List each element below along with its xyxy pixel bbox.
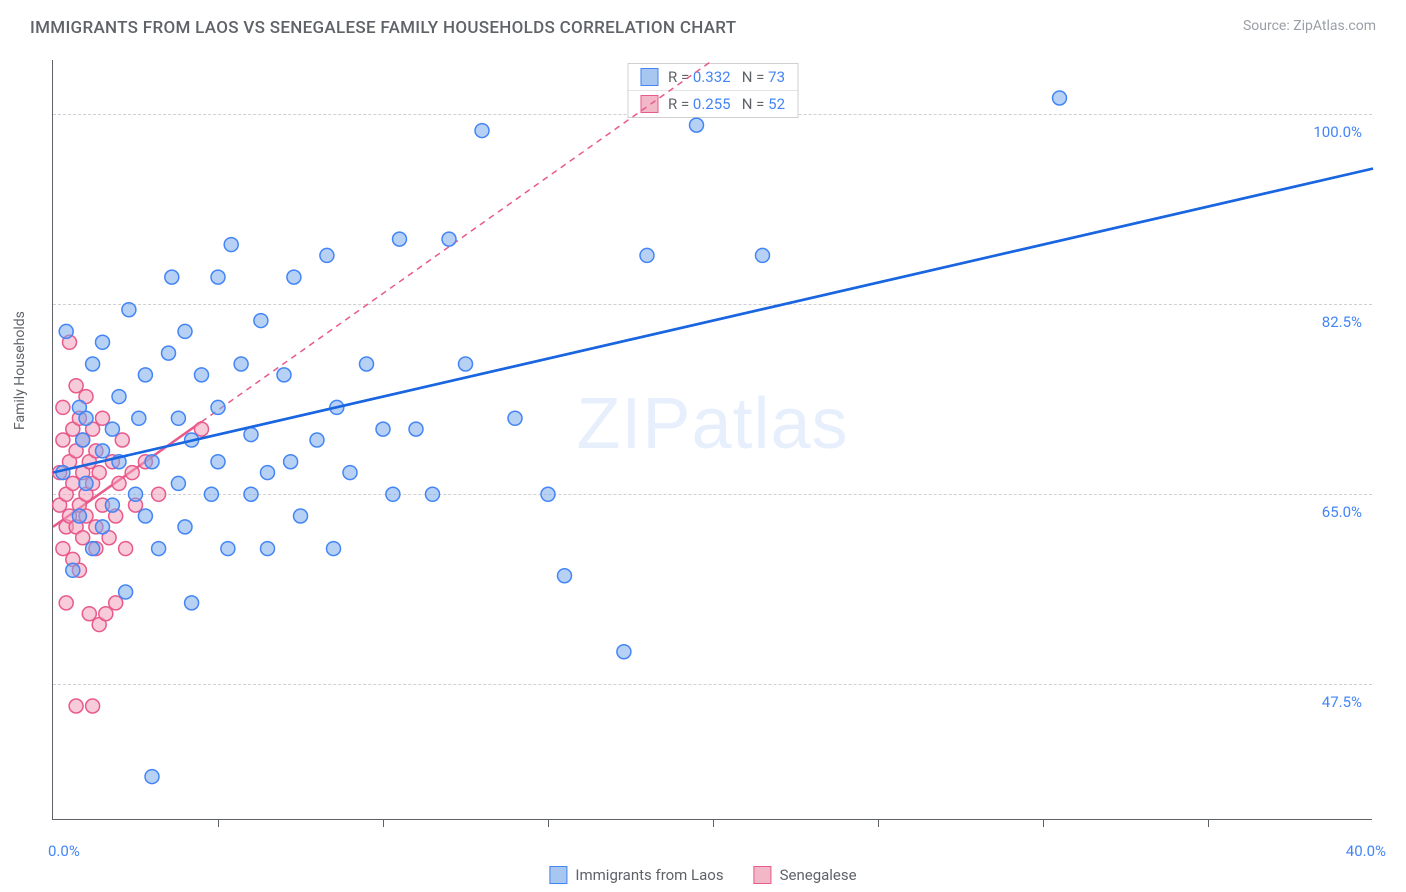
x-tick-mark bbox=[713, 819, 714, 827]
chart-title: IMMIGRANTS FROM LAOS VS SENEGALESE FAMIL… bbox=[30, 18, 736, 38]
chart-container: IMMIGRANTS FROM LAOS VS SENEGALESE FAMIL… bbox=[0, 0, 1406, 892]
x-tick-mark bbox=[548, 819, 549, 827]
chart-plot-area: ZIPatlas 47.5%65.0%82.5%100.0% R = 0.332… bbox=[52, 60, 1372, 820]
legend-label: Senegalese bbox=[780, 866, 857, 884]
x-tick-mark bbox=[218, 819, 219, 827]
scatter-plot-svg bbox=[53, 60, 1372, 819]
x-tick-mark bbox=[1043, 819, 1044, 827]
x-tick-mark bbox=[383, 819, 384, 827]
legend-item-senegalese: Senegalese bbox=[754, 866, 857, 884]
legend-label: Immigrants from Laos bbox=[575, 866, 723, 884]
legend-item-laos: Immigrants from Laos bbox=[549, 866, 723, 884]
x-tick-mark bbox=[1208, 819, 1209, 827]
series-legend: Immigrants from Laos Senegalese bbox=[549, 866, 856, 884]
x-min-label: 0.0% bbox=[48, 842, 80, 860]
chart-source: Source: ZipAtlas.com bbox=[1243, 18, 1376, 34]
y-axis-label: Family Households bbox=[12, 311, 28, 430]
x-max-label: 40.0% bbox=[1346, 842, 1386, 860]
chart-header: IMMIGRANTS FROM LAOS VS SENEGALESE FAMIL… bbox=[0, 0, 1406, 46]
swatch-laos-icon bbox=[549, 866, 567, 884]
x-tick-mark bbox=[878, 819, 879, 827]
swatch-senegalese-icon bbox=[754, 866, 772, 884]
